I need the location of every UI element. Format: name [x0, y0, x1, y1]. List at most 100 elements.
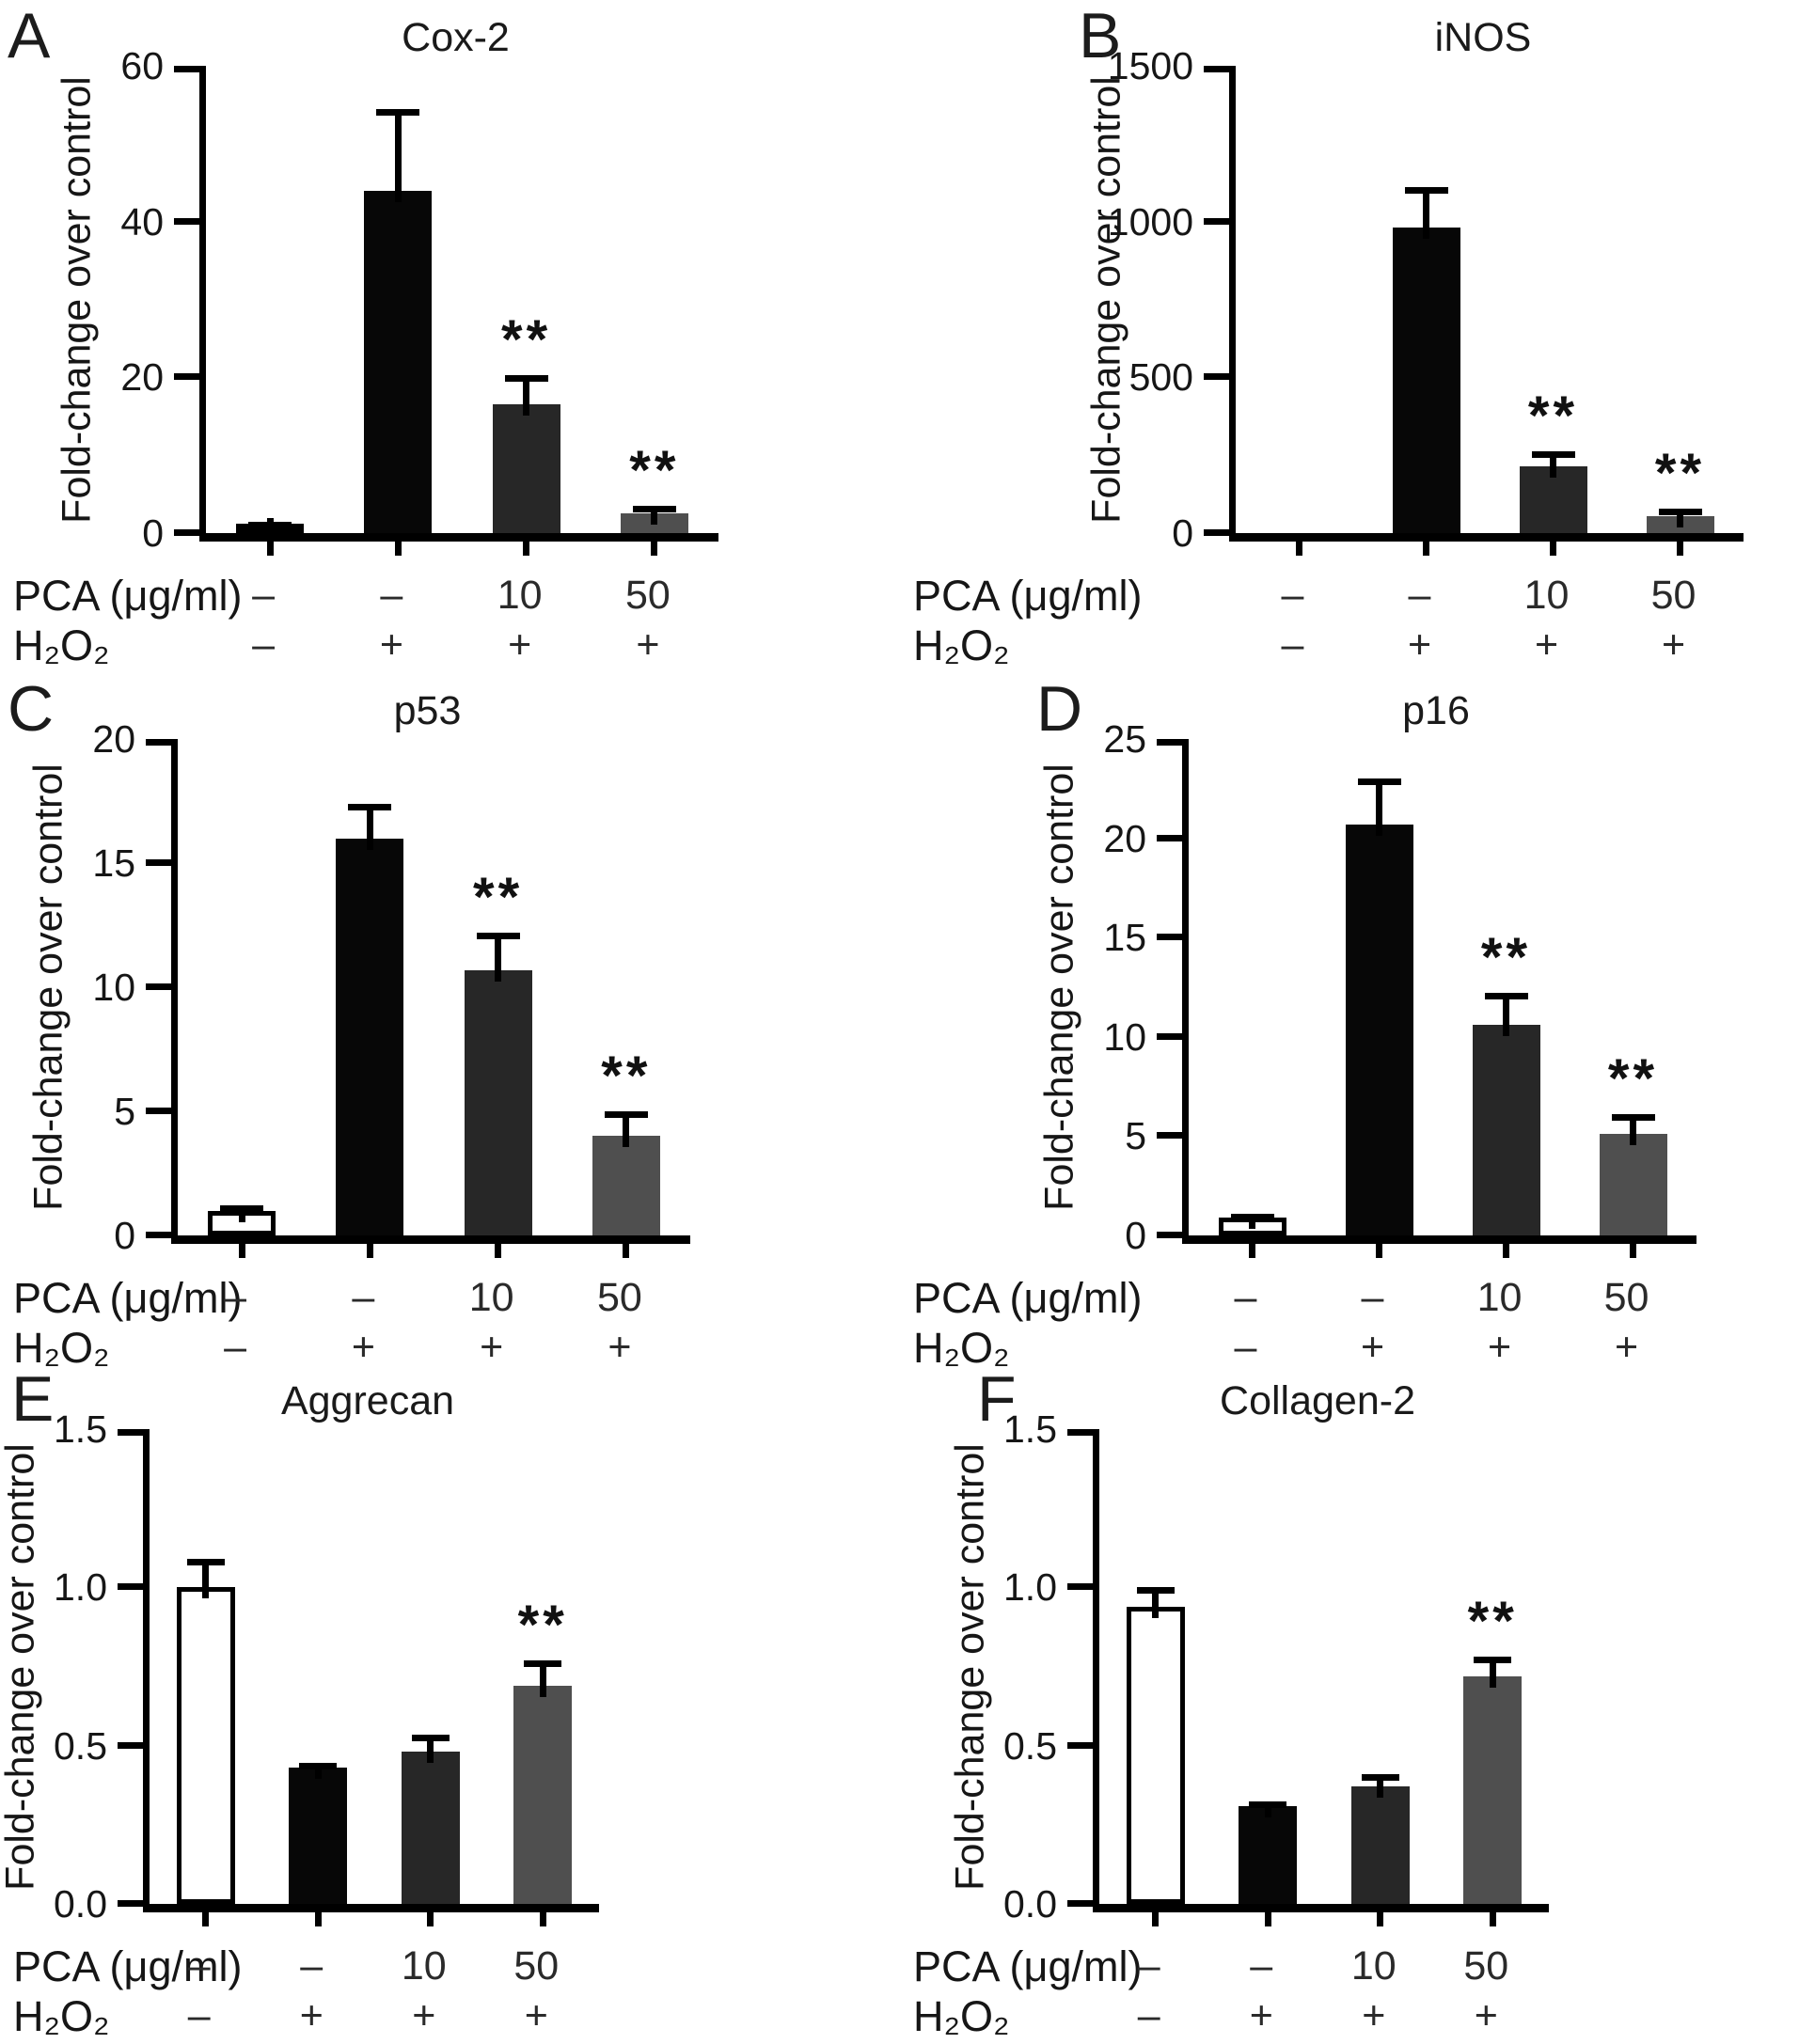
error-bar-stem — [314, 1763, 322, 1780]
y-axis-tick — [146, 983, 171, 990]
pca-row-value: 50 — [596, 1275, 642, 1320]
error-bar-cap — [1531, 450, 1575, 458]
pca-row-value: – — [224, 1275, 247, 1320]
h2o2-row-value: + — [1487, 1325, 1512, 1370]
x-axis-tick — [238, 1237, 245, 1258]
error-bar-stem — [1630, 1114, 1636, 1146]
panel-letter: A — [8, 0, 51, 71]
h2o2-row-label: H₂O₂ — [913, 1324, 1010, 1372]
plot-area: 0 20 40 60 ** ** — [120, 44, 718, 556]
y-axis-tick-label: 500 — [1128, 355, 1193, 400]
significance-stars: ** — [501, 308, 552, 370]
pca-row-value: – — [1234, 1275, 1257, 1320]
bar-white — [176, 1587, 235, 1904]
y-axis-tick — [146, 739, 171, 746]
h2o2-row-value: – — [224, 1325, 247, 1370]
h2o2-row-value: – — [1281, 622, 1304, 668]
y-axis-tick — [1157, 1132, 1182, 1140]
y-axis-tick — [1067, 1900, 1093, 1907]
error-bar-stem — [1677, 508, 1683, 527]
h2o2-row-value: + — [1407, 622, 1432, 668]
significance-stars: ** — [517, 1594, 568, 1656]
y-axis-tick-label: 60 — [120, 44, 164, 87]
error-bar-stem — [1377, 1773, 1384, 1799]
pca-row-value: 50 — [1650, 573, 1696, 618]
panel-aggrecan: E Aggrecan Fold-change over control 0.0 0… — [0, 1363, 899, 2044]
y-axis-tick — [146, 1108, 171, 1114]
significance-stars: ** — [1467, 1591, 1518, 1653]
x-axis-tick — [1296, 535, 1302, 556]
error-bar-cap — [632, 506, 676, 513]
h2o2-row-value: + — [1661, 622, 1686, 668]
h2o2-row-value: – — [1137, 1993, 1160, 2038]
error-bar-cap — [186, 1559, 225, 1566]
y-axis-tick — [118, 1429, 143, 1436]
y-axis-label: Fold-change over control — [1083, 75, 1129, 524]
x-axis-tick — [1152, 1906, 1160, 1926]
y-axis-tick-label: 15 — [1103, 916, 1146, 960]
error-bar-cap — [348, 803, 392, 810]
error-bar-cap — [1249, 1800, 1287, 1808]
y-axis-tick-label: 0 — [114, 1214, 135, 1257]
y-axis-tick-label: 10 — [1103, 1014, 1146, 1059]
pca-row-value: – — [1361, 1275, 1384, 1320]
x-axis-tick — [651, 535, 658, 556]
y-axis-tick-label: 1000 — [1107, 199, 1193, 244]
y-axis-tick — [1067, 1583, 1093, 1591]
x-axis-tick — [1550, 535, 1556, 556]
pca-row-value: 50 — [624, 573, 671, 618]
significance-stars: ** — [601, 1046, 652, 1107]
y-axis-tick-label: 0 — [1125, 1214, 1146, 1257]
x-axis-tick — [1249, 1237, 1255, 1258]
chart-title: Aggrecan — [280, 1378, 455, 1423]
bar-black — [1345, 824, 1413, 1235]
error-bar-stem — [651, 506, 658, 526]
y-axis-tick — [174, 217, 199, 225]
plot-area: 0 5 10 15 20 25 ** ** — [1103, 717, 1696, 1258]
pca-row-value: – — [1250, 1943, 1273, 1989]
y-axis-tick-label: 25 — [1103, 717, 1146, 761]
y-axis-tick-label: 0.0 — [1003, 1882, 1057, 1926]
pca-row-value: 50 — [513, 1943, 560, 1989]
error-bar-cap — [1361, 1773, 1399, 1781]
x-axis-tick — [1677, 535, 1683, 556]
bar-dark — [401, 1752, 460, 1904]
error-bar-stem — [523, 374, 530, 417]
bar-black — [289, 1768, 348, 1904]
h2o2-row-label: H₂O₂ — [13, 1992, 110, 2040]
x-axis-tick — [266, 535, 274, 556]
plot-area: 0 5 10 15 20 ** ** — [92, 717, 690, 1258]
y-axis-tick-label: 1.5 — [1003, 1407, 1057, 1451]
bar-dark — [492, 404, 560, 533]
y-axis-tick — [174, 529, 199, 536]
pca-row-value: – — [1137, 1943, 1160, 1989]
x-axis-tick — [495, 1237, 502, 1258]
bar-black — [1392, 228, 1460, 533]
y-axis-tick-label: 0 — [142, 511, 164, 555]
error-bar-cap — [411, 1734, 450, 1741]
x-axis-tick — [1489, 1906, 1496, 1926]
pca-row-label: PCA (μg/ml) — [13, 1942, 243, 1990]
bar-black — [364, 190, 433, 533]
bar-gray — [1463, 1675, 1523, 1904]
panel-collagen2: F Collagen-2 Fold-change over control 0.… — [900, 1363, 1799, 2044]
x-axis-tick — [539, 1906, 546, 1926]
y-axis-tick-label: 15 — [92, 841, 135, 885]
error-bar-stem — [623, 1111, 630, 1148]
pca-row-label: PCA (μg/ml) — [913, 572, 1143, 620]
h2o2-row-label: H₂O₂ — [13, 621, 110, 669]
bar-white — [1126, 1606, 1185, 1904]
h2o2-row-value: + — [1534, 622, 1559, 668]
panel-letter: C — [8, 673, 55, 745]
x-axis-tick — [366, 1237, 373, 1258]
error-bar-stem — [1152, 1587, 1160, 1618]
pca-row-value: – — [1408, 573, 1431, 618]
y-axis-tick — [174, 373, 199, 381]
bar-black — [336, 838, 404, 1235]
panel-letter: F — [977, 1363, 1017, 1435]
error-bar-stem — [495, 932, 502, 982]
error-bar-cap — [604, 1111, 648, 1118]
error-bar-stem — [539, 1659, 546, 1697]
error-bar-stem — [366, 803, 373, 850]
